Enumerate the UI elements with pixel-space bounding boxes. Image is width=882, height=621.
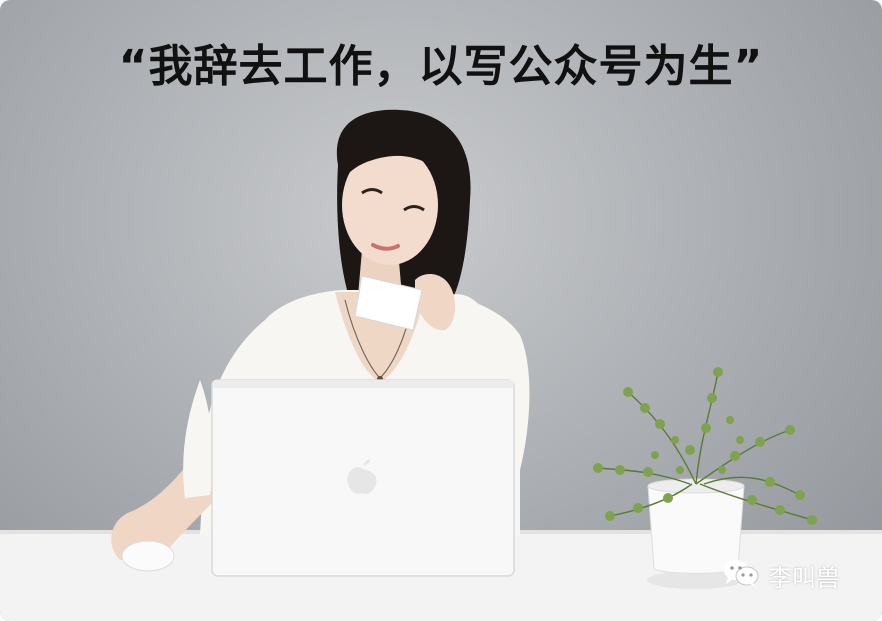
laptop — [211, 379, 515, 577]
computer-mouse — [121, 540, 175, 572]
wechat-icon — [722, 558, 760, 593]
headline: “我辞去工作，以写公众号为生” — [118, 41, 764, 92]
laptop-logo — [347, 459, 377, 494]
business-card — [354, 275, 423, 331]
account-watermark: 李叫兽 — [722, 558, 840, 593]
potted-plant — [593, 367, 817, 589]
account-name: 李叫兽 — [768, 563, 840, 592]
